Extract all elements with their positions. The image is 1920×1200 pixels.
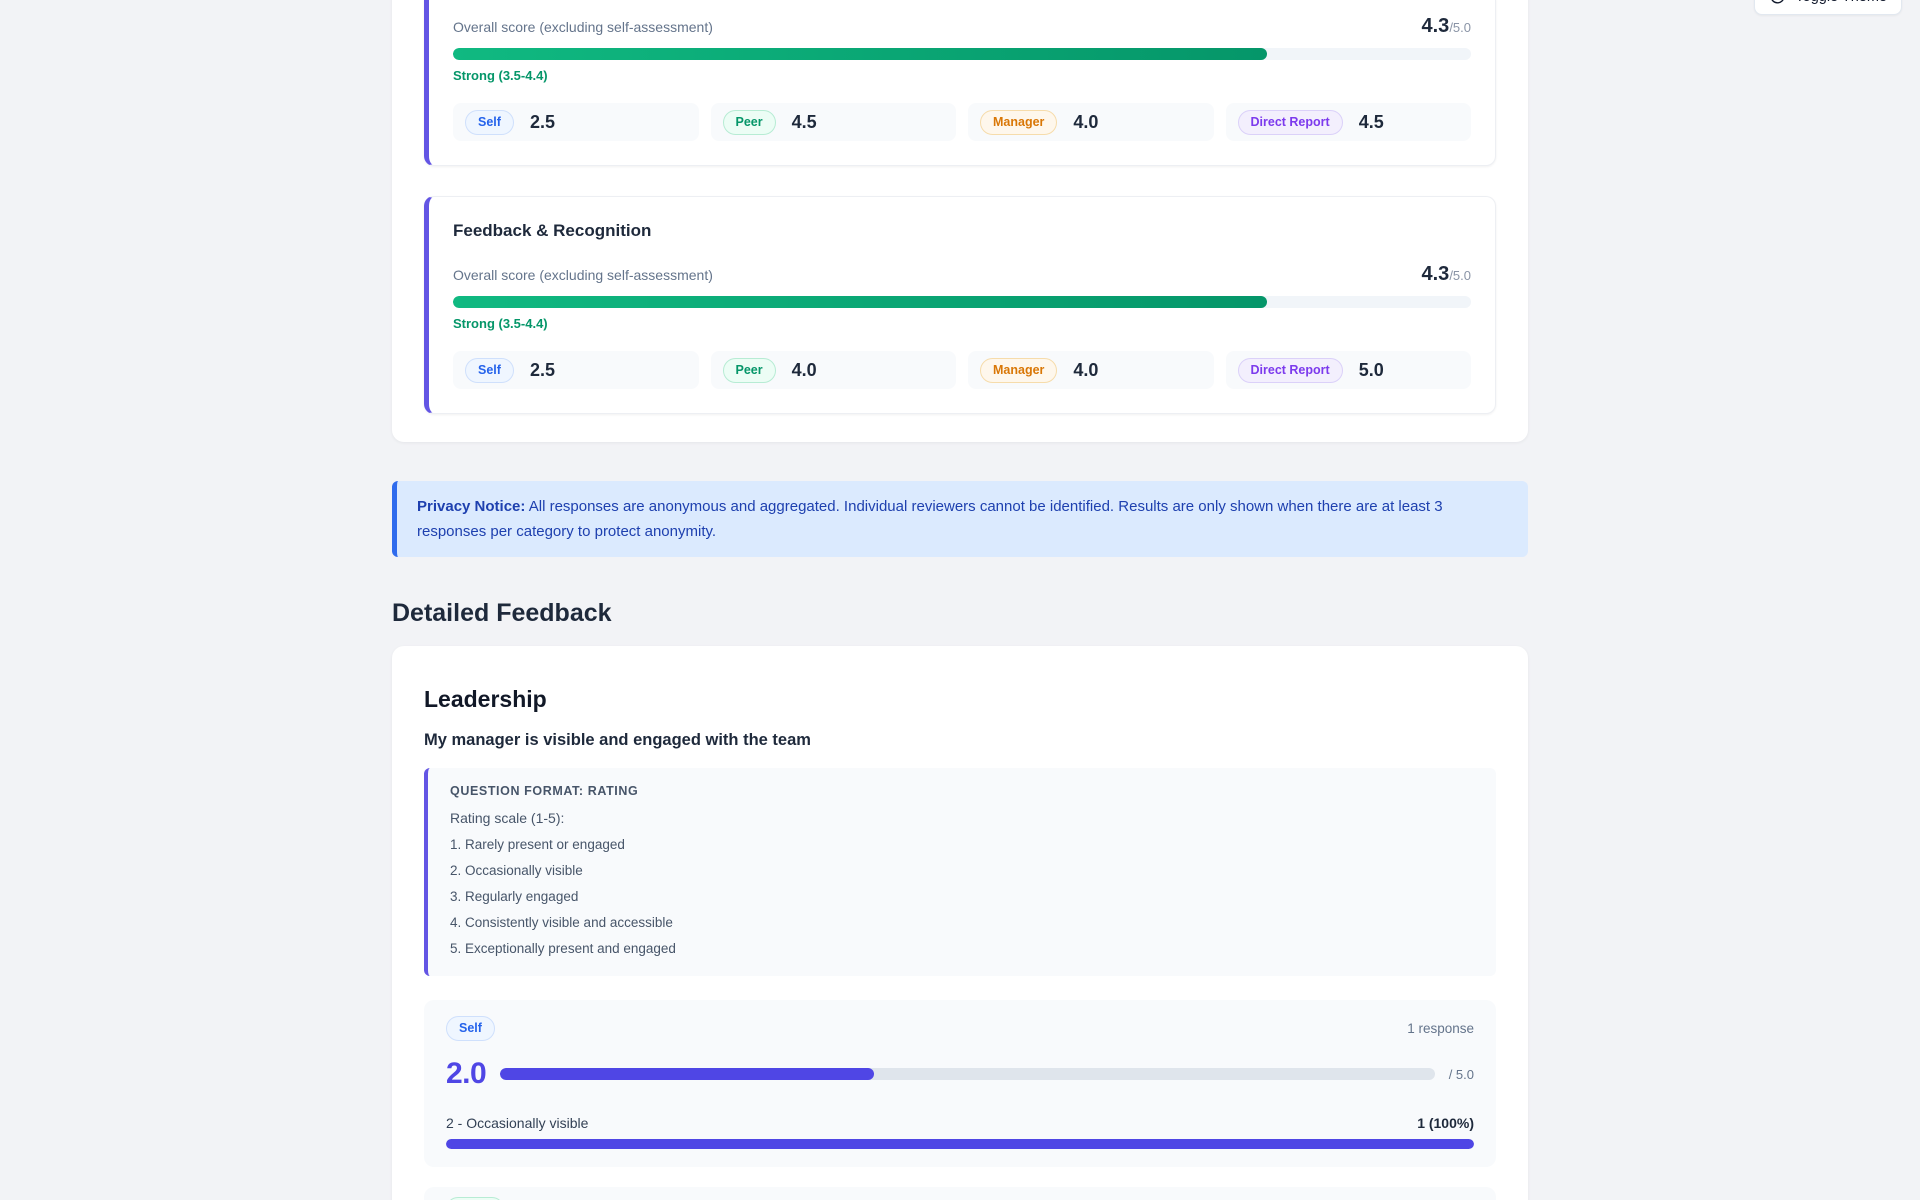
- rating-pill-grid: Self 2.5 Peer 4.0 Manager 4.0 Direct Rep…: [453, 351, 1471, 389]
- rating-value: 2.5: [529, 111, 555, 132]
- response-count: 1 response: [1407, 1021, 1474, 1036]
- response-box-next-partial: [424, 1187, 1496, 1200]
- rating-pill-peer: Peer 4.0: [710, 351, 956, 389]
- response-score-bar-track: [500, 1068, 1435, 1080]
- rater-badge-manager: Manager: [980, 357, 1058, 383]
- rating-value: 4.5: [1358, 111, 1384, 132]
- distribution-count: 1 (100%): [1417, 1115, 1474, 1131]
- category-card-title: Feedback & Recognition: [453, 221, 652, 240]
- rater-badge-peer: Peer: [722, 357, 776, 383]
- privacy-notice-title: Privacy Notice:: [417, 498, 526, 515]
- rating-value: 4.0: [1073, 359, 1099, 380]
- response-badge-self: Self: [446, 1016, 495, 1041]
- rater-badge-direct-report: Direct Report: [1237, 357, 1343, 383]
- theme-toggle-button[interactable]: Toggle Theme: [1754, 0, 1902, 15]
- question-format-label: QUESTION FORMAT: RATING: [450, 784, 639, 798]
- rating-pill-self: Self 2.5: [453, 351, 699, 389]
- overall-score-value: 4.3/5.0: [1421, 263, 1472, 285]
- rating-scale-item: 2. Occasionally visible: [450, 863, 583, 878]
- response-score-bar-fill: [500, 1068, 874, 1080]
- distribution-bar-fill: [446, 1139, 1474, 1149]
- rater-badge-peer: Peer: [722, 109, 776, 135]
- rating-scale-item: 3. Regularly engaged: [450, 889, 579, 904]
- score-band-label: Strong (3.5-4.4): [453, 68, 548, 83]
- rating-pill-direct-report: Direct Report 4.5: [1225, 103, 1471, 141]
- response-score-max: / 5.0: [1448, 1066, 1474, 1082]
- theme-toggle-label: Toggle Theme: [1795, 0, 1887, 5]
- overall-score-bar-track: [453, 296, 1471, 308]
- overall-score-max: /5.0: [1449, 20, 1471, 35]
- rating-value: 4.0: [791, 359, 817, 380]
- rater-badge-direct-report: Direct Report: [1237, 109, 1343, 135]
- overall-score-bar-fill: [453, 296, 1268, 308]
- distribution-label: 2 - Occasionally visible: [446, 1115, 589, 1131]
- rating-value: 5.0: [1358, 359, 1384, 380]
- overall-score-label: Overall score (excluding self-assessment…: [453, 267, 713, 283]
- rating-value: 2.5: [529, 359, 555, 380]
- rating-scale-label: Rating scale (1-5):: [450, 810, 565, 826]
- question-title: My manager is visible and engaged with t…: [424, 731, 811, 749]
- rating-scale-item: 1. Rarely present or engaged: [450, 837, 625, 852]
- privacy-notice: Privacy Notice: All responses are anonym…: [392, 481, 1528, 557]
- rating-pill-manager: Manager 4.0: [968, 351, 1214, 389]
- response-box-self: Self 1 response 2.0 / 5.0 2 - Occasional…: [424, 1000, 1496, 1167]
- rating-pill-self: Self 2.5: [453, 103, 699, 141]
- category-score-card: Feedback & Recognition Overall score (ex…: [424, 196, 1496, 414]
- detailed-feedback-heading: Detailed Feedback: [392, 599, 612, 627]
- rating-pill-grid: Self 2.5 Peer 4.5 Manager 4.0 Direct Rep…: [453, 103, 1471, 141]
- rater-badge-self: Self: [465, 357, 514, 383]
- score-summary-panel: Overall score (excluding self-assessment…: [392, 0, 1528, 442]
- category-score-card: Overall score (excluding self-assessment…: [424, 0, 1496, 166]
- rating-value: 4.5: [791, 111, 817, 132]
- category-title: Leadership: [424, 686, 547, 712]
- privacy-notice-body: All responses are anonymous and aggregat…: [417, 498, 1443, 540]
- detailed-feedback-panel: Leadership My manager is visible and eng…: [392, 646, 1528, 1200]
- moon-icon: [1769, 0, 1786, 5]
- rating-pill-peer: Peer 4.5: [710, 103, 956, 141]
- overall-score-value: 4.3/5.0: [1421, 15, 1472, 37]
- rater-badge-self: Self: [465, 109, 514, 135]
- overall-score-bar-track: [453, 48, 1471, 60]
- main-content-column: Overall score (excluding self-assessment…: [392, 0, 1528, 1200]
- rating-value: 4.0: [1073, 111, 1099, 132]
- question-format-box: QUESTION FORMAT: RATING Rating scale (1-…: [424, 768, 1496, 976]
- response-score: 2.0: [446, 1057, 487, 1090]
- rating-pill-manager: Manager 4.0: [968, 103, 1214, 141]
- distribution-bar-track: [446, 1139, 1474, 1149]
- rating-scale-item: 5. Exceptionally present and engaged: [450, 941, 676, 956]
- rating-pill-direct-report: Direct Report 5.0: [1225, 351, 1471, 389]
- score-band-label: Strong (3.5-4.4): [453, 316, 548, 331]
- overall-score-max: /5.0: [1449, 268, 1471, 283]
- rater-badge-manager: Manager: [980, 109, 1058, 135]
- rating-scale-item: 4. Consistently visible and accessible: [450, 915, 673, 930]
- overall-score-label: Overall score (excluding self-assessment…: [453, 19, 713, 35]
- overall-score-bar-fill: [453, 48, 1268, 60]
